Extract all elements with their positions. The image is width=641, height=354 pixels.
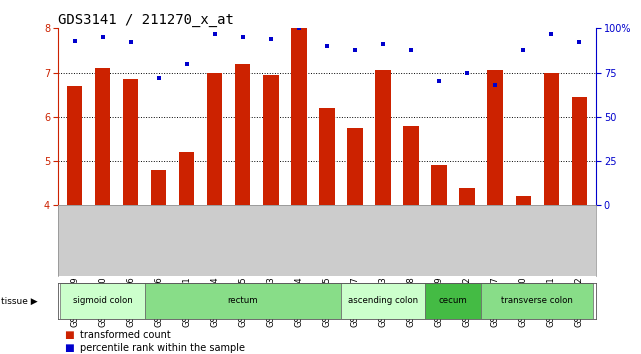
Bar	[403, 126, 419, 205]
Point	[490, 82, 501, 88]
Point	[210, 31, 220, 36]
Bar	[481, 283, 594, 319]
Bar	[544, 73, 559, 205]
Text: GDS3141 / 211270_x_at: GDS3141 / 211270_x_at	[58, 13, 233, 27]
Bar	[60, 283, 145, 319]
Bar	[341, 283, 425, 319]
Text: cecum: cecum	[438, 296, 467, 306]
Bar	[515, 196, 531, 205]
Point	[574, 40, 585, 45]
Point	[434, 79, 444, 84]
Bar	[145, 283, 341, 319]
Point	[406, 47, 416, 52]
Point	[462, 70, 472, 75]
Point	[518, 47, 528, 52]
Text: transverse colon: transverse colon	[501, 296, 573, 306]
Point	[69, 38, 79, 44]
Bar	[123, 79, 138, 205]
Bar	[375, 70, 391, 205]
Bar	[291, 28, 306, 205]
Point	[97, 34, 108, 40]
Point	[294, 25, 304, 31]
Bar	[235, 64, 251, 205]
Text: sigmoid colon: sigmoid colon	[72, 296, 133, 306]
Text: ascending colon: ascending colon	[348, 296, 418, 306]
Point	[126, 40, 136, 45]
Point	[322, 43, 332, 49]
Point	[181, 61, 192, 67]
Bar	[179, 152, 194, 205]
Point	[238, 34, 248, 40]
Text: ■: ■	[64, 343, 74, 353]
Bar	[95, 68, 110, 205]
Bar	[431, 166, 447, 205]
Bar	[487, 70, 503, 205]
Bar	[460, 188, 475, 205]
Bar	[67, 86, 82, 205]
Point	[350, 47, 360, 52]
Bar	[263, 75, 279, 205]
Bar	[347, 128, 363, 205]
Bar	[425, 283, 481, 319]
Bar	[151, 170, 167, 205]
Point	[265, 36, 276, 42]
Text: rectum: rectum	[228, 296, 258, 306]
Point	[378, 41, 388, 47]
Bar	[207, 73, 222, 205]
Text: tissue ▶: tissue ▶	[1, 296, 38, 306]
Point	[153, 75, 163, 81]
Text: ■: ■	[64, 330, 74, 339]
Bar	[319, 108, 335, 205]
Bar	[572, 97, 587, 205]
Point	[546, 31, 556, 36]
Text: percentile rank within the sample: percentile rank within the sample	[80, 343, 245, 353]
Text: transformed count: transformed count	[80, 330, 171, 339]
